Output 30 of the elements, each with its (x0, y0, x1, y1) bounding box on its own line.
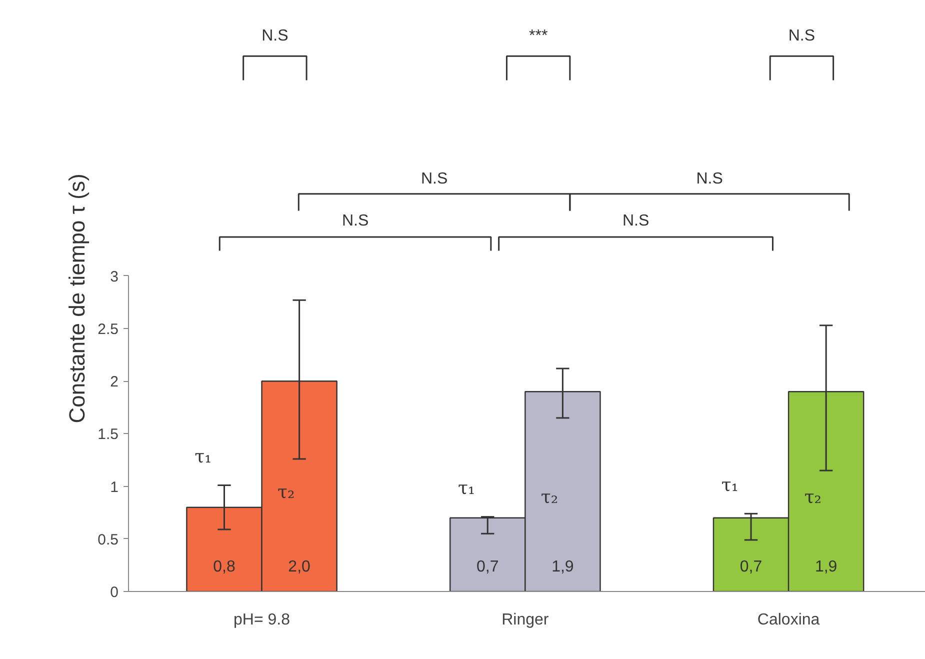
text: N.S (420, 170, 448, 188)
text: τ₁ (721, 474, 739, 496)
x-tick-label: pH= 9.8 (234, 612, 290, 628)
text: *** (528, 28, 548, 45)
text: N.S (788, 28, 816, 45)
text: τ₂ (278, 482, 295, 504)
data-label: 2,0 (288, 558, 311, 576)
y-axis-title: Constante de tiempo τ (s) (64, 174, 90, 424)
text: τ₂ (804, 487, 822, 508)
y-tick-label: 2.5 (98, 321, 119, 338)
text: N.S (342, 212, 369, 230)
y-tick-label: 3 (110, 268, 118, 286)
y-tick-label: 1 (110, 478, 118, 496)
x-tick-label: Ringer (502, 612, 550, 628)
y-tick-label: 1.5 (98, 426, 119, 444)
y-tick-label: 0 (110, 584, 118, 601)
text: N.S (696, 170, 723, 188)
data-label: 1,9 (552, 558, 574, 576)
series-label: τ₂ (540, 487, 558, 508)
text: τ₁ (194, 446, 212, 468)
y-tick-label: 2 (110, 374, 118, 391)
data-label: 0,7 (740, 558, 762, 576)
y-tick-label: 0.5 (98, 531, 119, 548)
series-label: τ₁ (458, 478, 476, 499)
data-label: 0,8 (213, 558, 236, 576)
x-tick-label: Caloxina (757, 612, 820, 628)
data-label: 0,7 (476, 558, 499, 576)
text: N.S (262, 28, 288, 45)
data-label: 1,9 (814, 558, 838, 576)
text: N.S (622, 212, 650, 230)
